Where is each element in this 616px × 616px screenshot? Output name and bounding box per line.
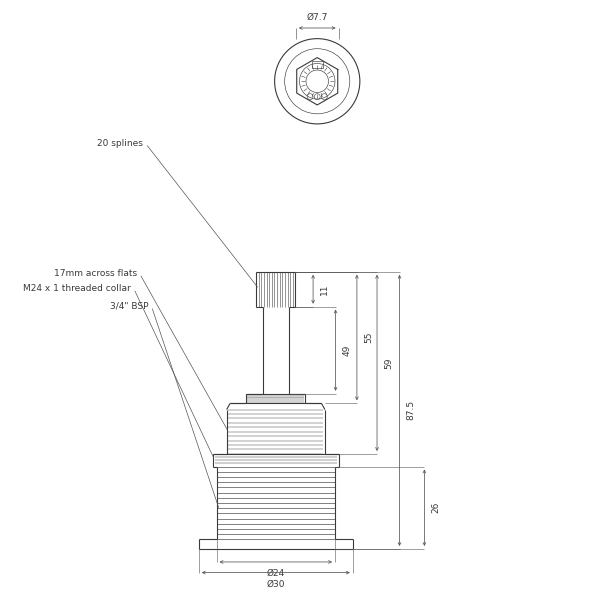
Text: Ø30: Ø30 [267, 580, 285, 589]
Text: 3/4" BSP: 3/4" BSP [110, 302, 148, 310]
Text: 55: 55 [364, 332, 373, 343]
Text: 59: 59 [384, 357, 393, 368]
Text: 17mm across flats: 17mm across flats [54, 269, 137, 278]
Text: 87.5: 87.5 [407, 400, 416, 421]
Text: Ø7.7: Ø7.7 [307, 12, 328, 22]
Bar [312, 60, 323, 68]
Text: Ø24: Ø24 [267, 569, 285, 578]
Text: 49: 49 [342, 344, 352, 356]
Text: 11: 11 [320, 283, 329, 295]
Text: 26: 26 [431, 502, 440, 514]
Text: M24 x 1 threaded collar: M24 x 1 threaded collar [23, 284, 131, 293]
Text: 20 splines: 20 splines [97, 139, 142, 148]
